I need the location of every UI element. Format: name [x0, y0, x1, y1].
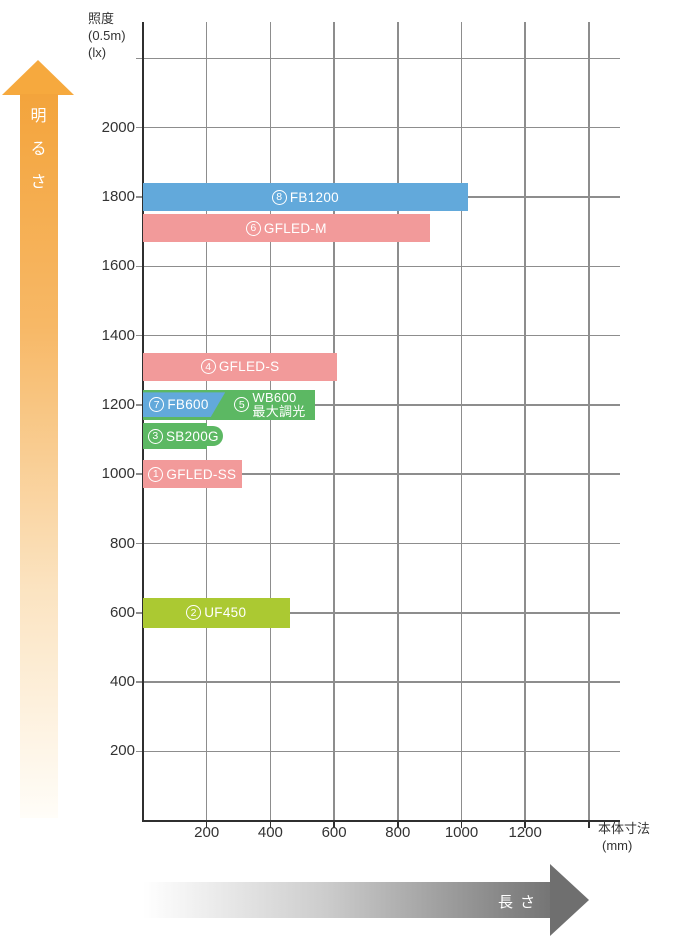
length-arrow-label-char: さ — [520, 894, 536, 911]
bar-label-text: GFLED-M — [263, 220, 327, 236]
bar-label-GFLED-M: 6 GFLED-M — [143, 214, 430, 243]
gridline-vertical — [460, 22, 463, 821]
bar-GFLED-M — [143, 213, 430, 243]
gridline-horizontal — [135, 681, 620, 683]
bar-label-text: GFLED-S — [218, 359, 280, 375]
bar-FB1200 — [143, 183, 468, 211]
bar-label-UF450: 2 UF450 — [143, 598, 290, 628]
x-axis-tick — [397, 821, 399, 828]
circled-number-icon: 2 — [186, 605, 202, 621]
gridline-horizontal — [135, 473, 620, 475]
gridline-horizontal — [135, 126, 620, 129]
brightness-arrow-label-char: さ — [30, 174, 47, 191]
bar-label-WB600: 5 WB600 最大調光 — [225, 390, 315, 421]
bar-label-SB200G: 3 SB200G — [148, 423, 219, 449]
x-axis-title-line2: (mm) — [602, 838, 633, 853]
y-tick-label: 200 — [109, 742, 135, 760]
length-arrow-shaft — [143, 882, 550, 918]
gridline-horizontal — [135, 265, 620, 268]
gridline-vertical — [205, 22, 208, 821]
bar-label-line2: 最大調光 — [252, 403, 306, 419]
circled-number-icon: 7 — [149, 397, 165, 413]
gridline-horizontal — [135, 334, 620, 337]
x-tick-label: 1200 — [508, 824, 542, 841]
circled-number-icon: 5 — [234, 397, 250, 413]
bar-label-FB600: 7 FB600 — [143, 392, 215, 417]
y-axis-title-line3: (lx) — [88, 45, 107, 60]
circled-number-icon: 6 — [245, 220, 261, 236]
x-tick-label: 800 — [385, 824, 411, 841]
y-tick-label: 800 — [109, 534, 135, 552]
y-tick-label: 1600 — [101, 257, 135, 275]
y-axis-title-line2: (0.5m) — [88, 28, 126, 43]
x-tick-label: 400 — [257, 824, 283, 841]
y-axis-line — [142, 22, 144, 822]
x-axis-tick — [588, 821, 590, 828]
y-tick-label: 1200 — [101, 395, 135, 413]
y-tick-label: 2000 — [101, 118, 135, 136]
length-arrow-head-icon — [550, 864, 589, 936]
gridline-vertical — [333, 22, 335, 821]
y-tick-label: 1000 — [101, 465, 135, 483]
bar-label-FB1200: 8 FB1200 — [143, 183, 468, 211]
gridline-horizontal — [135, 750, 620, 753]
length-arrow-label-char: 長 — [498, 894, 514, 911]
bar-label-text: UF450 — [204, 605, 247, 621]
y-tick-label: 1400 — [101, 326, 135, 344]
circled-number-icon: 4 — [200, 359, 216, 375]
y-tick-label: 1800 — [101, 188, 135, 205]
gridline-horizontal — [135, 57, 620, 60]
bar-pill-SB200G — [188, 426, 223, 447]
brightness-arrow-label-char: る — [30, 141, 47, 158]
x-axis-line — [143, 819, 620, 822]
brightness-arrow-shaft — [19, 94, 58, 818]
gridline-horizontal — [135, 404, 620, 406]
brightness-arrow-head-icon — [2, 60, 74, 95]
circled-number-icon: 8 — [271, 189, 287, 205]
gridline-vertical — [588, 22, 590, 821]
gridline-vertical — [269, 22, 272, 821]
gridline-horizontal — [135, 542, 620, 545]
x-tick-label: 200 — [194, 824, 220, 841]
bar-label-text: FB1200 — [289, 189, 339, 205]
x-axis-tick — [524, 821, 526, 828]
x-axis-tick — [205, 821, 208, 828]
y-axis-title-line1: 照度 — [88, 11, 115, 26]
brightness-arrow-label: 明るさ — [23, 102, 54, 192]
gridline-vertical — [397, 22, 399, 821]
circled-number-icon: 3 — [148, 428, 163, 444]
bar-UF450 — [143, 597, 290, 628]
bar-label-text: SB200G — [166, 428, 219, 444]
y-axis-title: 照度 (0.5m) (lx) — [88, 10, 126, 61]
bar-label-GFLED-S: 4 GFLED-S — [143, 353, 337, 381]
y-tick-label: 600 — [109, 603, 135, 621]
gridline-vertical — [524, 22, 526, 821]
length-arrow-label: 長さ — [498, 891, 535, 912]
x-axis-tick — [333, 821, 335, 828]
x-axis-tick — [460, 821, 463, 828]
circled-number-icon: 1 — [148, 466, 164, 482]
bar-label-text: GFLED-SS — [166, 466, 237, 482]
x-tick-label: 1000 — [444, 824, 479, 841]
bar-GFLED-S — [143, 352, 338, 381]
x-axis-title-line1: 本体寸法 — [598, 821, 651, 836]
x-tick-label: 600 — [321, 824, 347, 841]
bar-label-GFLED-SS: 1 GFLED-SS — [143, 460, 242, 488]
gridline-horizontal — [135, 612, 620, 614]
y-tick-label: 400 — [109, 673, 135, 691]
bar-label-line1: WB600 — [252, 389, 297, 405]
x-axis-title: 本体寸法 (mm) — [598, 820, 650, 854]
bar-label-text: FB600 — [167, 397, 209, 413]
brightness-arrow-label-char: 明 — [30, 108, 47, 125]
bar-label-text: WB600 最大調光 — [252, 389, 306, 419]
x-axis-tick — [269, 821, 272, 828]
